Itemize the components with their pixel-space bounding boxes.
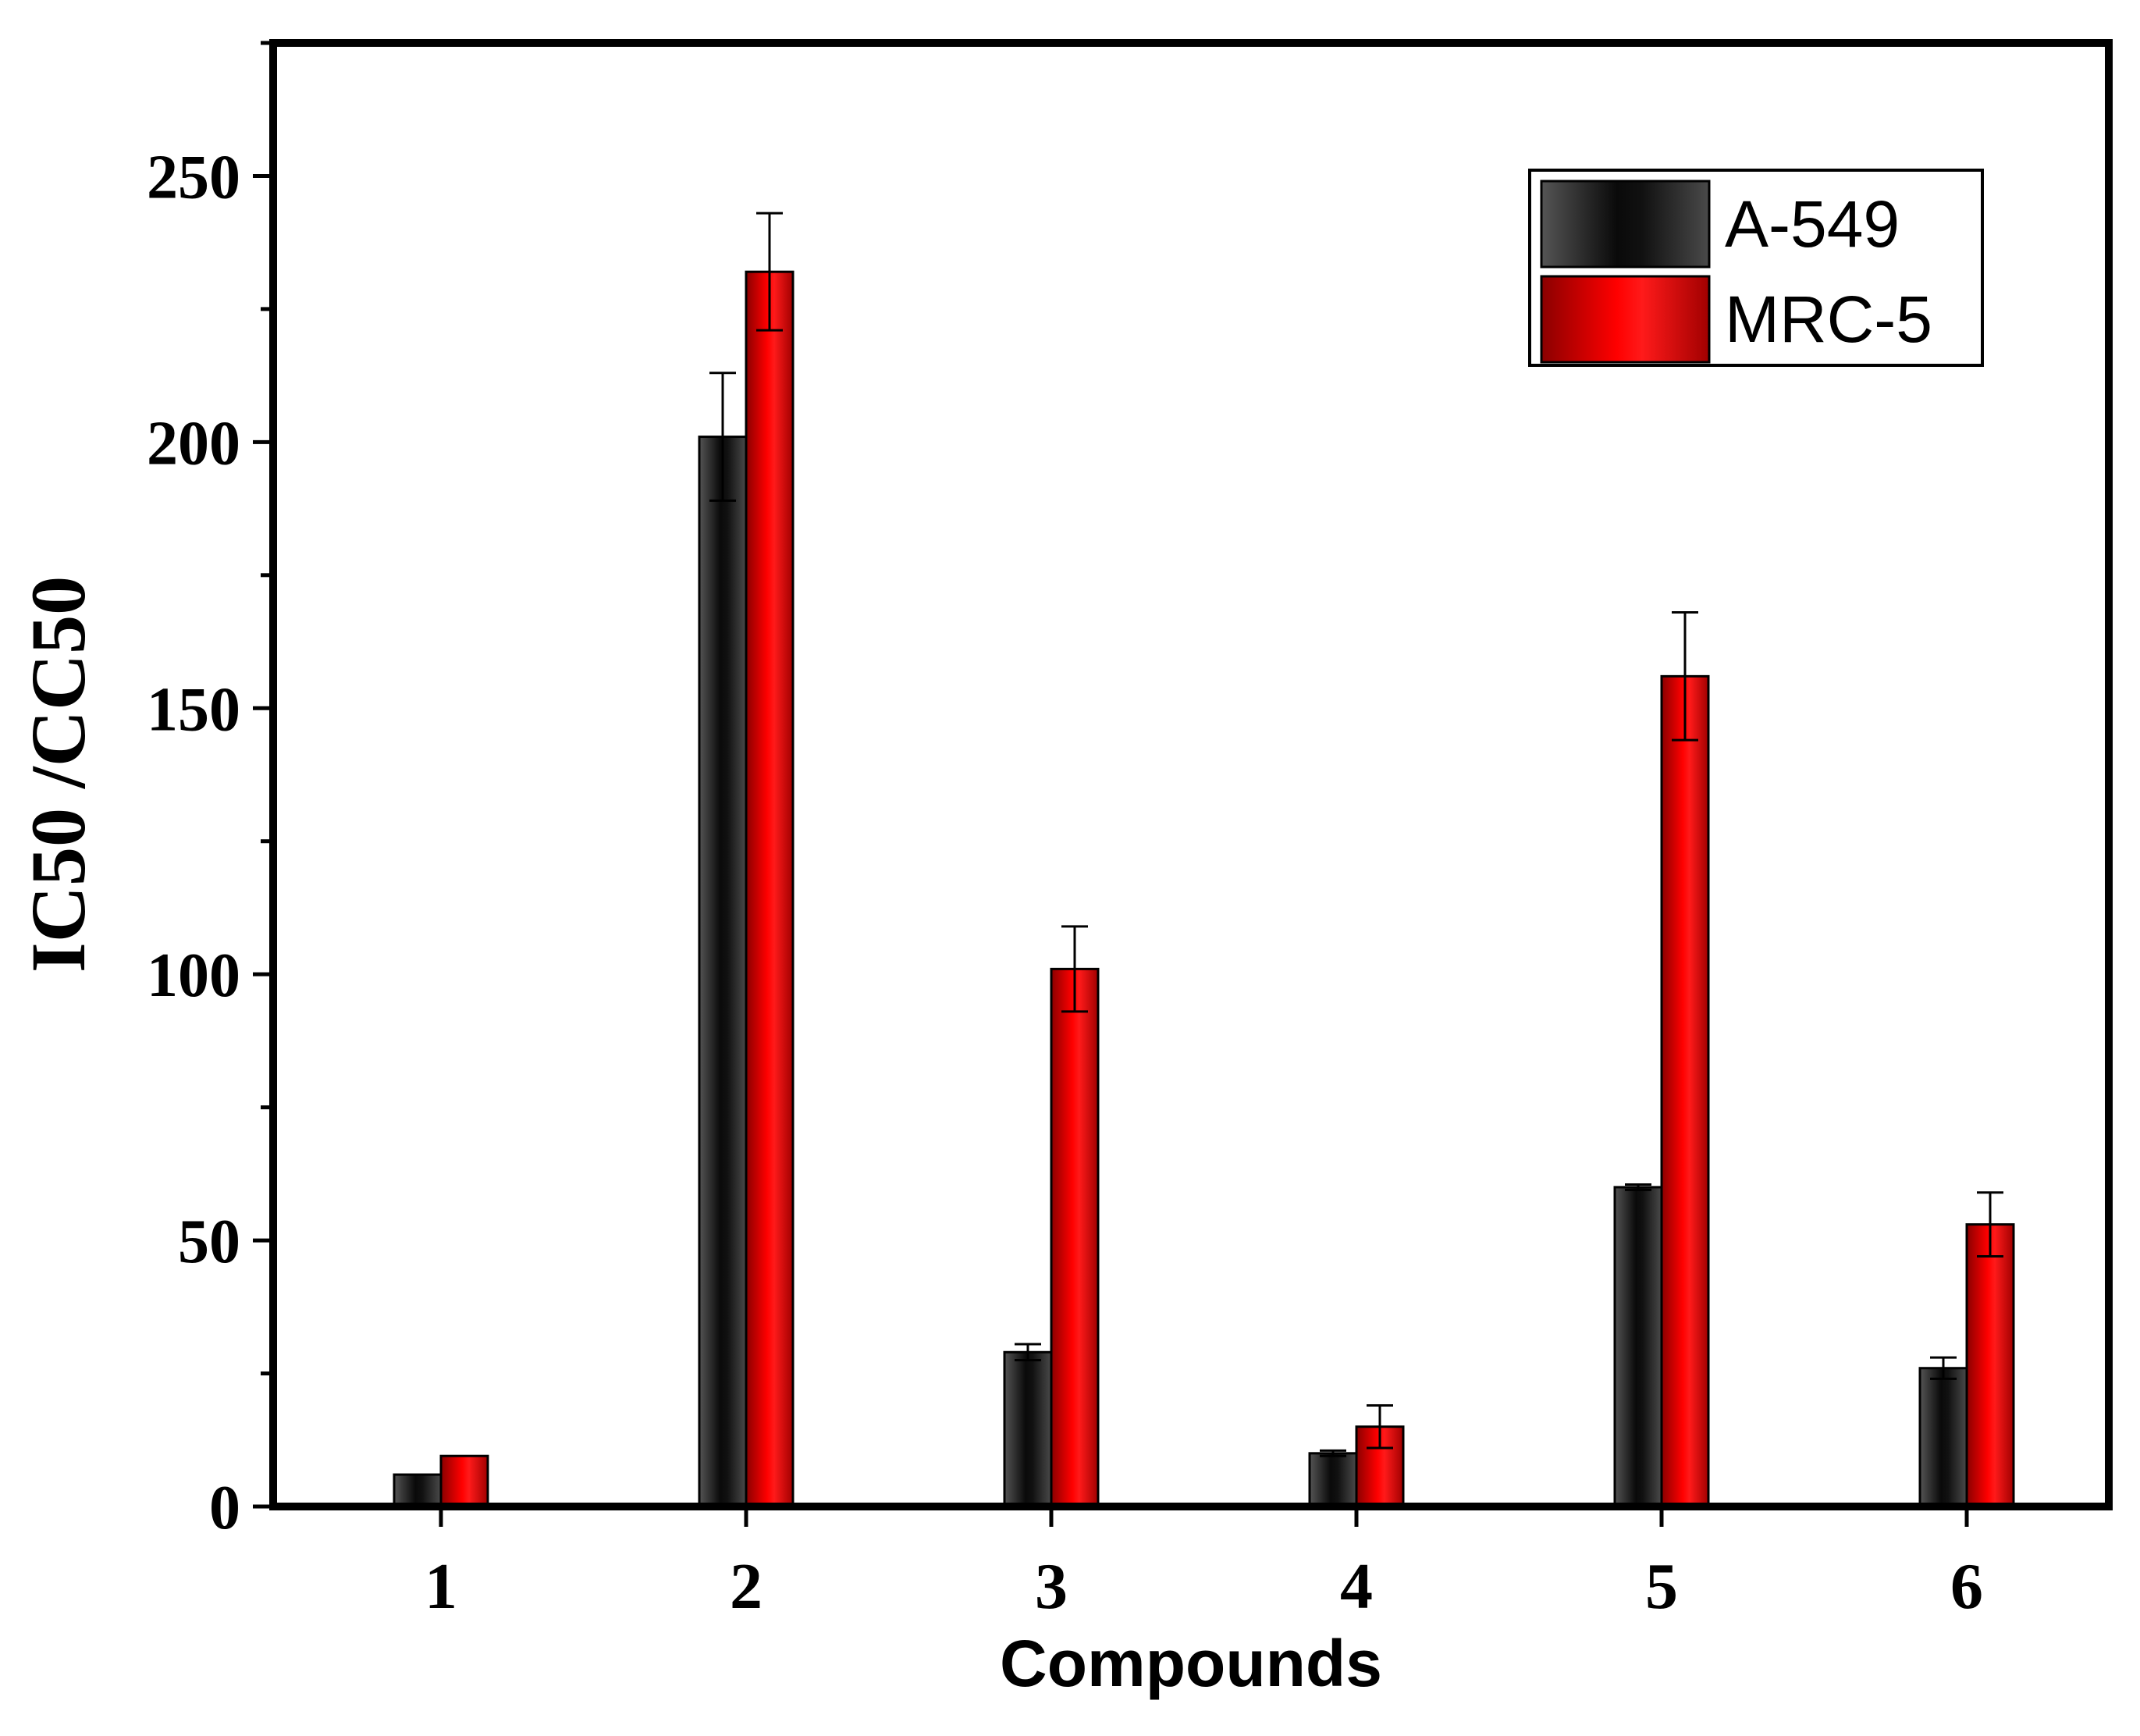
y-tick-label-250: 250 bbox=[147, 143, 240, 212]
y-axis-title: IC50 /CC50 bbox=[15, 576, 101, 973]
bar-a549-1 bbox=[393, 1473, 443, 1508]
x-axis-title: Compounds bbox=[1000, 1627, 1382, 1700]
y-tick-label-200: 200 bbox=[147, 409, 240, 478]
x-tick-label-5: 5 bbox=[1645, 1550, 1678, 1623]
legend-swatch-a549 bbox=[1540, 180, 1711, 269]
legend-swatch-mrc5 bbox=[1540, 275, 1711, 364]
legend-label-mrc5: MRC-5 bbox=[1725, 283, 1932, 356]
x-axis: 1 2 3 4 5 6 bbox=[425, 1507, 1983, 1623]
bar-a549-2 bbox=[698, 436, 748, 1508]
bars-layer bbox=[393, 270, 2015, 1508]
x-tick-label-2: 2 bbox=[730, 1550, 763, 1623]
plot-frame bbox=[269, 39, 2113, 1510]
bar-mrc5-1 bbox=[439, 1454, 489, 1508]
legend-label-a549: A-549 bbox=[1725, 187, 1900, 261]
bar-mrc5-2 bbox=[745, 270, 795, 1508]
bar-mrc5-5 bbox=[1660, 674, 1710, 1508]
bar-a549-6 bbox=[1918, 1367, 1968, 1508]
y-tick-label-0: 0 bbox=[209, 1474, 240, 1542]
bar-a549-5 bbox=[1613, 1186, 1663, 1508]
error-bars-layer bbox=[709, 212, 2003, 1457]
x-tick-label-4: 4 bbox=[1340, 1550, 1373, 1623]
y-axis: 0 50 100 150 200 250 bbox=[147, 41, 273, 1542]
x-tick-label-3: 3 bbox=[1035, 1550, 1068, 1623]
x-tick-label-6: 6 bbox=[1950, 1550, 1983, 1623]
legend: A-549 MRC-5 bbox=[1528, 169, 1984, 367]
y-tick-label-50: 50 bbox=[178, 1208, 240, 1276]
bar-mrc5-3 bbox=[1050, 967, 1100, 1508]
x-tick-label-1: 1 bbox=[425, 1550, 457, 1623]
y-tick-label-150: 150 bbox=[147, 675, 240, 744]
y-tick-label-100: 100 bbox=[147, 941, 240, 1010]
bar-a549-4 bbox=[1308, 1452, 1358, 1508]
bar-mrc5-6 bbox=[1965, 1223, 2015, 1508]
bar-a549-3 bbox=[1003, 1350, 1053, 1508]
